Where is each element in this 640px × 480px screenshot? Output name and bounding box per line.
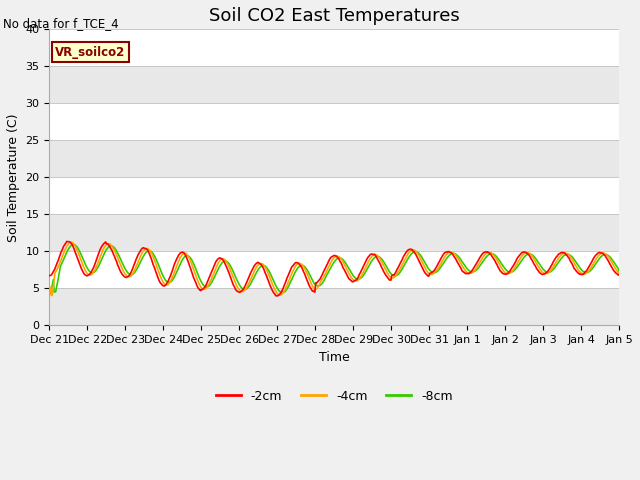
X-axis label: Time: Time (319, 350, 349, 363)
Legend: -2cm, -4cm, -8cm: -2cm, -4cm, -8cm (211, 385, 458, 408)
Y-axis label: Soil Temperature (C): Soil Temperature (C) (7, 113, 20, 241)
Bar (49, 177, 619, 214)
Bar (49, 66, 619, 103)
Bar (49, 288, 619, 325)
Text: No data for f_TCE_4: No data for f_TCE_4 (3, 17, 119, 30)
Bar (49, 214, 619, 251)
Text: VR_soilco2: VR_soilco2 (55, 46, 125, 59)
Bar (49, 140, 619, 177)
Bar (49, 29, 619, 66)
Bar (49, 103, 619, 140)
Bar (49, 251, 619, 288)
Title: Soil CO2 East Temperatures: Soil CO2 East Temperatures (209, 7, 460, 25)
